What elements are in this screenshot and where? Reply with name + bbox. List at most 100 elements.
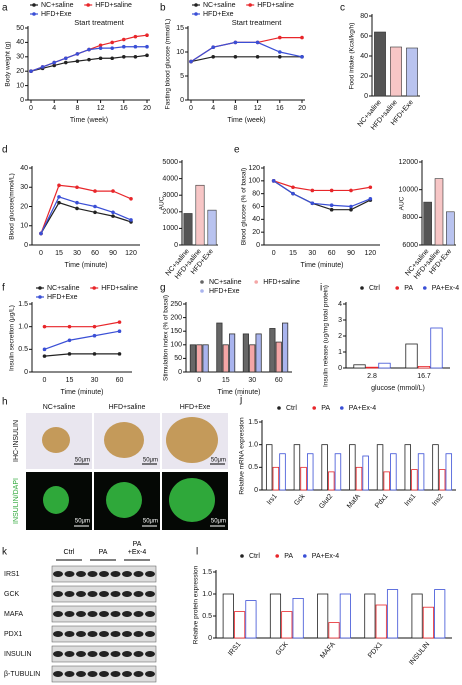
point (255, 55, 260, 59)
y-tick-label: 20 (20, 203, 28, 210)
legend-marker (200, 280, 204, 284)
point (291, 185, 295, 190)
blot-band (133, 571, 144, 577)
legend-marker (277, 406, 281, 410)
y-tick-label: 1.5 (248, 419, 258, 426)
point (93, 204, 97, 209)
point (129, 197, 133, 201)
point (133, 44, 138, 49)
series-line (190, 41, 303, 63)
x-tick-label: 30 (73, 250, 81, 257)
blot-band (145, 671, 155, 677)
bar (183, 213, 193, 246)
y-tick-label: 8000 (402, 214, 418, 221)
x-tick-label: 120 (364, 250, 376, 257)
blot-band (145, 651, 155, 657)
point (189, 59, 193, 64)
y-tick-label: 0 (338, 365, 342, 372)
x-tick-label: PDX1 (367, 641, 384, 660)
bar (334, 453, 342, 491)
legend-label: Ctrl (369, 285, 380, 292)
blot-band (64, 671, 75, 677)
islet-fluor (106, 482, 142, 518)
point (255, 40, 260, 45)
y-tick-label: 200 (170, 314, 182, 321)
x-tick-label: 60 (116, 377, 124, 384)
point (211, 45, 215, 49)
point (271, 179, 276, 183)
blot-band (76, 571, 86, 577)
point (117, 329, 122, 334)
blot-band (53, 671, 63, 677)
point (110, 40, 114, 45)
y-tick-label: 15 (176, 25, 184, 32)
panel-letter: l (196, 547, 198, 558)
bar (405, 343, 418, 369)
x-tick-label: 8 (233, 105, 237, 112)
y-tick-label: 1.5 (202, 569, 212, 576)
y-tick-label: 0 (180, 97, 184, 104)
bar (265, 444, 273, 491)
x-axis-label: Time (minute) (61, 389, 104, 396)
legend-label: HFD+saline (263, 279, 300, 286)
x-tick-label: 0 (197, 377, 201, 384)
bar (279, 453, 286, 491)
y-tick-label: 100 (170, 342, 182, 349)
bar (339, 593, 351, 639)
blot-band (99, 571, 109, 577)
point (145, 44, 149, 49)
x-tick-label: 0 (29, 105, 33, 112)
x-tick-label: 60 (275, 377, 283, 384)
bar (321, 444, 328, 491)
lane-label: PA (98, 549, 108, 556)
y-tick-label: 0 (364, 93, 368, 100)
point (349, 204, 353, 209)
y-tick-label: 0.5 (18, 346, 28, 353)
bar (269, 593, 282, 639)
y-axis-label: Stimulation index (% of basal) (163, 295, 170, 381)
x-tick-label: 60 (91, 250, 99, 257)
bar (292, 598, 304, 639)
blot-band (122, 651, 132, 657)
y-tick-label: 100 (248, 178, 260, 185)
blot-band (133, 631, 144, 637)
bar (411, 593, 423, 639)
blot-band (122, 611, 132, 617)
y-tick-label: 10 (176, 49, 184, 56)
point (278, 55, 282, 59)
panel-letter: h (2, 397, 8, 408)
blot-band (133, 591, 144, 597)
row-label: INSULIN/DAPI (13, 478, 20, 524)
x-tick-label: 90 (347, 250, 355, 257)
point (117, 352, 122, 356)
x-axis-label: Time (week) (70, 117, 108, 124)
legend-label: NC+saline (209, 279, 242, 286)
column-label: NC+saline (43, 404, 76, 411)
bar (362, 455, 369, 491)
x-tick-label: 0 (189, 105, 193, 112)
x-tick-label: 15 (222, 377, 230, 384)
point (42, 324, 47, 329)
bar (375, 604, 387, 639)
panel-letter: i (320, 283, 322, 294)
band-label: MAFA (4, 611, 23, 618)
x-tick-label: 4 (211, 105, 215, 112)
y-tick-label: 4 (338, 301, 342, 308)
legend-marker (275, 554, 280, 558)
islet (42, 427, 70, 453)
y-tick-label: 1000 (162, 225, 178, 232)
y-tick-label: 1.0 (18, 324, 28, 331)
legend-marker (86, 3, 90, 7)
y-tick-label: 40 (252, 216, 260, 223)
bar (234, 611, 246, 639)
panel-letter: c (340, 3, 345, 14)
y-tick-label: 2000 (162, 209, 178, 216)
point (300, 35, 304, 40)
x-tick-label: 20 (143, 105, 151, 112)
y-axis-label: Blood glucose(mmol/L) (9, 173, 16, 239)
legend-label: PA (404, 285, 413, 292)
bar (417, 453, 425, 491)
x-axis-label: Time (minute) (301, 262, 344, 269)
blot-band (133, 651, 144, 657)
